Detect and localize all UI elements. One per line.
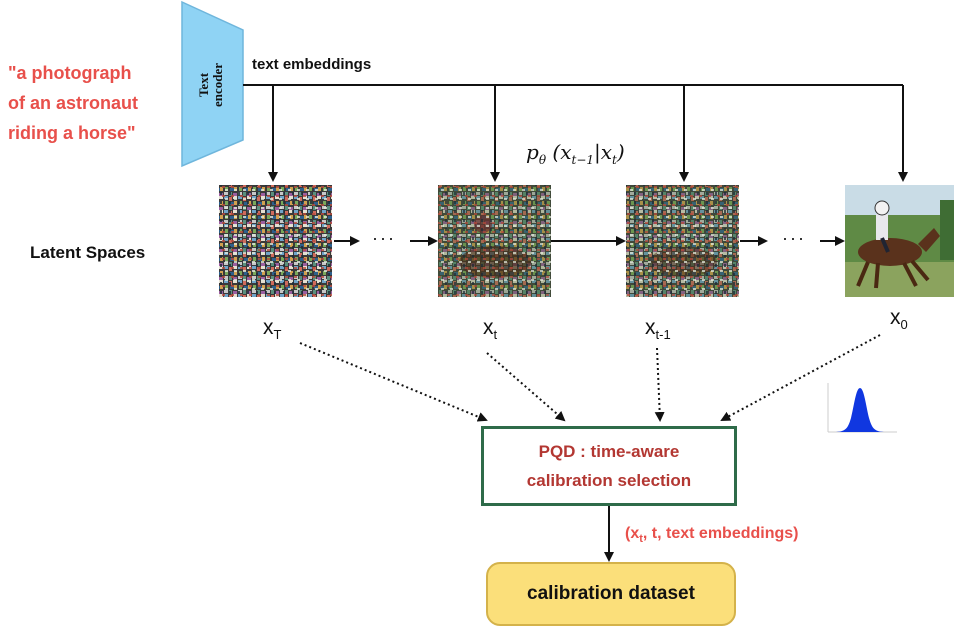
ellipsis-right: ···: [782, 228, 806, 248]
pqd-line2: calibration selection: [526, 471, 692, 490]
step-sub: t-1: [655, 327, 671, 343]
tuple-rest: , t, text embeddings): [642, 525, 799, 542]
step-label-xT: xT: [263, 316, 281, 342]
gaussian-distribution-icon: [827, 383, 897, 433]
latent-xt-image: [438, 185, 551, 297]
text-encoder-shape: [181, 0, 244, 168]
latent-xT-image: [219, 185, 332, 297]
step-var: x: [645, 316, 656, 339]
step-label-xt-1: xt-1: [645, 316, 671, 342]
formula-p: p: [526, 140, 539, 164]
prompt-line2: of an astronaut: [8, 93, 139, 113]
text-encoder-line2: encoder: [210, 62, 225, 108]
text-embeddings-label: text embeddings: [252, 56, 372, 73]
pqd-selection-box: PQD : time-aware calibration selection: [481, 426, 737, 506]
formula-theta: θ: [538, 153, 547, 167]
input-prompt: "a photograph of an astronaut riding a h…: [8, 58, 180, 148]
step-sub: t: [493, 327, 498, 343]
step-var: x: [483, 316, 494, 339]
latent-spaces-label: Latent Spaces: [30, 243, 146, 262]
dotted-arrow-xT: [299, 342, 488, 422]
tuple-sub: t: [639, 533, 643, 546]
step-label-xt: xt: [483, 316, 497, 342]
formula-x2: x: [600, 140, 613, 164]
step-label-x0: x0: [890, 306, 908, 332]
tuple-open: (x: [625, 525, 640, 542]
formula-sub1: t−1: [571, 153, 595, 167]
ellipsis-left: ···: [372, 228, 396, 248]
calibration-dataset-box: calibration dataset: [486, 562, 736, 626]
dotted-arrow-xt-1: [654, 347, 665, 422]
prompt-line3: riding a horse": [8, 123, 136, 143]
latent-xt-1-image: [626, 185, 739, 297]
text-encoder-label: Text encoder: [196, 45, 227, 125]
text-encoder-line1: Text: [196, 72, 211, 98]
step-var: x: [890, 306, 901, 329]
step-sub: 0: [900, 317, 908, 333]
latent-x0-image: [845, 185, 954, 297]
calibration-tuple-label: (xt, t, text embeddings): [625, 525, 798, 545]
denoising-formula: pθ (xt−1|xt): [526, 140, 625, 167]
pqd-line1: PQD : time-aware: [538, 442, 680, 461]
step-sub: T: [273, 327, 282, 343]
calibration-dataset-label: calibration dataset: [527, 583, 695, 604]
formula-x1: x: [560, 140, 572, 164]
prompt-line1: "a photograph: [8, 63, 132, 83]
step-var: x: [263, 316, 274, 339]
dotted-arrow-xt: [486, 352, 566, 422]
formula-sub2: t: [612, 153, 617, 167]
